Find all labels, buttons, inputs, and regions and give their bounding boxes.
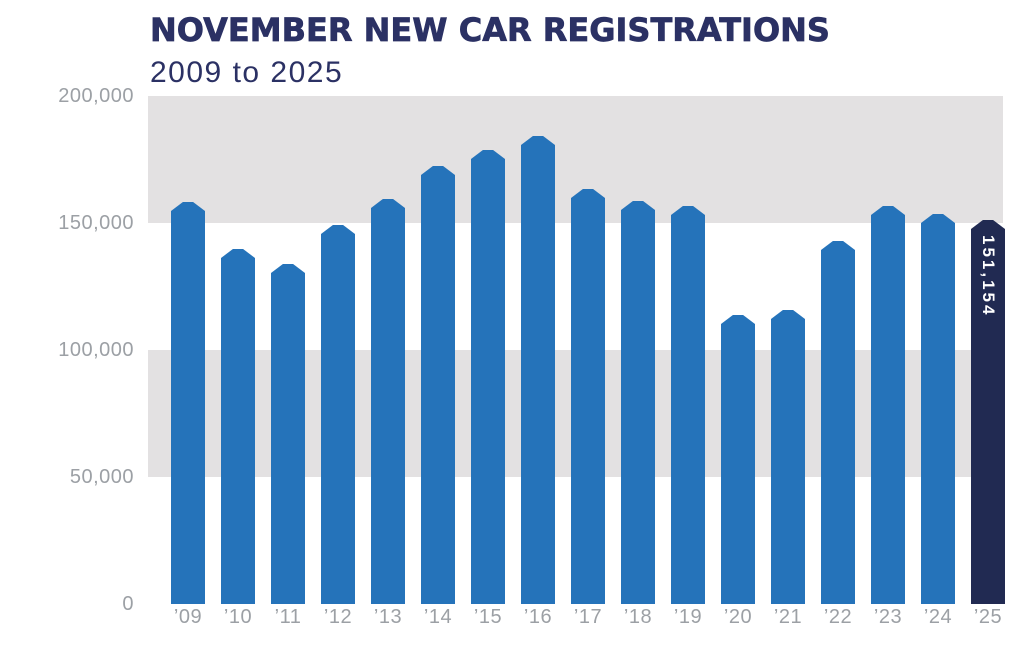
bar-2018 bbox=[621, 201, 655, 604]
highlight-value-label: 151,154 bbox=[979, 235, 998, 318]
x-axis-label: ’09 bbox=[173, 606, 203, 628]
x-axis-label: ’15 bbox=[473, 606, 503, 628]
x-axis-label: ’23 bbox=[873, 606, 903, 628]
bar-2025: 151,154 bbox=[971, 220, 1005, 604]
x-axis-label: ’17 bbox=[573, 606, 603, 628]
bar-2009 bbox=[171, 202, 205, 604]
bar-2016 bbox=[521, 136, 555, 604]
x-axis-label: ’20 bbox=[723, 606, 753, 628]
x-axis-label: ’22 bbox=[823, 606, 853, 628]
x-axis-label: ’16 bbox=[523, 606, 553, 628]
plot-area: 151,154 bbox=[148, 96, 1005, 604]
x-axis-label: ’21 bbox=[773, 606, 803, 628]
y-axis-tick-label: 100,000 bbox=[58, 339, 134, 361]
bar-2011 bbox=[271, 264, 305, 604]
bar-2014 bbox=[421, 166, 455, 604]
x-axis-label: ’13 bbox=[373, 606, 403, 628]
chart-subtitle: 2009 to 2025 bbox=[150, 56, 344, 89]
y-axis-tick-label: 200,000 bbox=[58, 85, 134, 107]
x-axis-label: ’14 bbox=[423, 606, 453, 628]
bar-2019 bbox=[671, 206, 705, 604]
y-axis-tick-label: 50,000 bbox=[69, 466, 134, 488]
x-axis-label: ’25 bbox=[973, 606, 1003, 628]
x-axis-label: ’10 bbox=[223, 606, 253, 628]
bar-2020 bbox=[721, 315, 755, 604]
bar-2010 bbox=[221, 249, 255, 604]
bar-2017 bbox=[571, 189, 605, 604]
x-axis-label: ’11 bbox=[274, 606, 302, 628]
bar-2023 bbox=[871, 206, 905, 604]
x-axis-label: ’18 bbox=[623, 606, 653, 628]
bar-2021 bbox=[771, 310, 805, 604]
y-axis-tick-label: 0 bbox=[122, 593, 134, 615]
x-axis-label: ’19 bbox=[673, 606, 703, 628]
bar-2012 bbox=[321, 225, 355, 604]
bar-2022 bbox=[821, 241, 855, 604]
y-axis-tick-label: 150,000 bbox=[58, 212, 134, 234]
x-axis-label: ’24 bbox=[923, 606, 953, 628]
bar-2015 bbox=[471, 150, 505, 604]
bar-2024 bbox=[921, 214, 955, 604]
chart-title: NOVEMBER NEW CAR REGISTRATIONS bbox=[150, 11, 831, 50]
bar-2013 bbox=[371, 199, 405, 604]
x-axis-label: ’12 bbox=[323, 606, 353, 628]
